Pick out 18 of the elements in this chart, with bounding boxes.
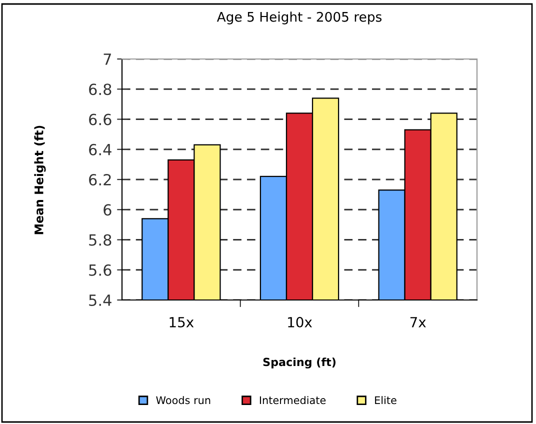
legend-label: Elite xyxy=(375,396,396,404)
y-tick-label: 6 xyxy=(104,204,112,216)
y-tick-label: 6.2 xyxy=(89,174,111,186)
y-tick-label: 5.6 xyxy=(89,264,112,276)
x-tick-label: 10x xyxy=(288,316,312,328)
y-tick-label: 7 xyxy=(104,54,111,65)
y-tick-label: 6.8 xyxy=(89,84,112,96)
y-axis-title: Mean Height (ft) xyxy=(34,126,46,234)
y-tick-label: 6.6 xyxy=(89,114,112,126)
legend-label: Intermediate xyxy=(260,396,326,404)
y-tick-label: 5.4 xyxy=(89,294,112,306)
y-tick-label: 5.8 xyxy=(89,234,112,246)
x-axis-title: Spacing (ft) xyxy=(263,358,336,368)
chart-title: Age 5 Height - 2005 reps xyxy=(216,12,382,24)
legend-label: Woods run xyxy=(156,396,210,404)
x-tick-label: 15x xyxy=(170,317,194,328)
y-tick-label: 6.4 xyxy=(89,144,112,156)
x-tick-label: 7x xyxy=(410,317,426,328)
